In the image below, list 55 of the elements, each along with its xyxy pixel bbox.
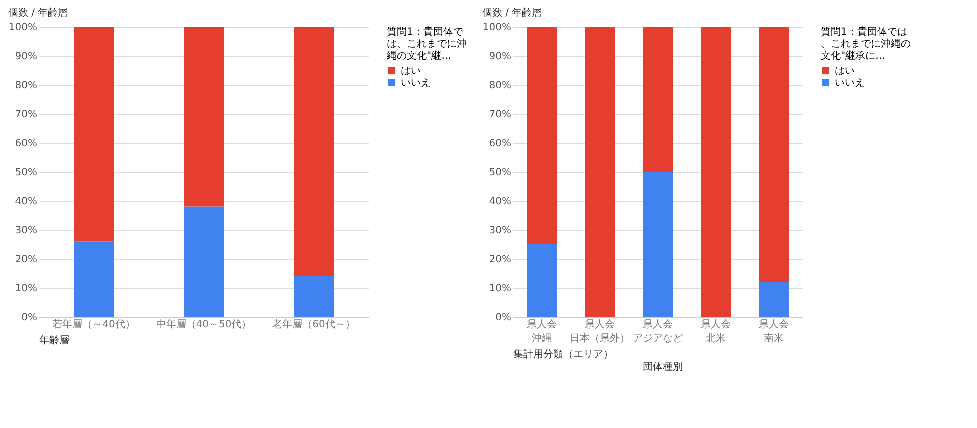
x-axis-title: 集計用分類（エリア）	[514, 348, 614, 360]
bar	[701, 27, 731, 317]
bar	[74, 242, 114, 317]
legend-label: いいえ	[401, 78, 431, 89]
y-tick-label: 100%	[8, 22, 38, 34]
y-tick-label: 20%	[15, 254, 38, 266]
y-tick-label: 60%	[15, 138, 38, 150]
bar	[759, 27, 789, 282]
bar	[527, 244, 557, 317]
chart-title: 個数 / 年齢層	[482, 7, 542, 19]
y-tick-label: 50%	[15, 168, 38, 178]
y-tick-label: 80%	[489, 80, 512, 92]
y-tick-label: 30%	[489, 226, 512, 236]
bar	[294, 27, 334, 276]
x-tick-label: 若年層（～40代）	[52, 318, 136, 330]
y-tick-label: 10%	[15, 284, 38, 294]
x-tick-label: 県人会アジアなど	[633, 318, 683, 344]
chart-title: 個数 / 年齢層	[8, 7, 68, 19]
x-tick-label: 中年層（40～50代）	[156, 318, 252, 330]
y-tick-label: 20%	[489, 254, 512, 266]
bar	[184, 27, 224, 207]
x-tick-label: 県人会北米	[701, 318, 731, 344]
bar	[184, 206, 224, 317]
y-tick-label: 40%	[15, 196, 38, 208]
y-tick-label: 30%	[15, 226, 38, 236]
bar	[643, 27, 673, 172]
y-tick-label: 0%	[22, 312, 38, 324]
bar	[585, 27, 615, 317]
y-tick-label: 90%	[15, 52, 38, 62]
bar	[759, 282, 789, 317]
x-tick-label: 県人会日本（県外）	[570, 318, 630, 344]
x-tick-label: 老年層（60代～）	[272, 318, 356, 330]
bar	[527, 27, 557, 244]
bar	[74, 27, 114, 242]
legend-title: 質問1：貴団体では、これまでに沖縄の文化"継承に…	[821, 26, 911, 62]
y-tick-label: 100%	[482, 22, 512, 34]
x-axis-title: 年齢層	[40, 334, 70, 346]
y-tick-label: 70%	[15, 110, 38, 120]
legend-label: いいえ	[835, 78, 865, 89]
y-tick-label: 0%	[496, 312, 512, 324]
legend-label: はい	[401, 66, 421, 77]
bar	[294, 276, 334, 317]
legend-label: はい	[835, 66, 855, 77]
y-tick-label: 10%	[489, 284, 512, 294]
y-tick-label: 70%	[489, 110, 512, 120]
x-tick-label: 県人会沖縄	[527, 318, 557, 344]
legend-title: 質問1：貴団体では、これまでに沖縄の文化"継…	[386, 26, 467, 62]
x-tick-label: 県人会南米	[759, 318, 789, 344]
y-tick-label: 50%	[489, 168, 512, 178]
bar	[643, 172, 673, 317]
y-tick-label: 60%	[489, 138, 512, 150]
y-tick-label: 90%	[489, 52, 512, 62]
text: 団体種別	[643, 361, 683, 373]
y-tick-label: 40%	[489, 196, 512, 208]
y-tick-label: 80%	[15, 80, 38, 92]
